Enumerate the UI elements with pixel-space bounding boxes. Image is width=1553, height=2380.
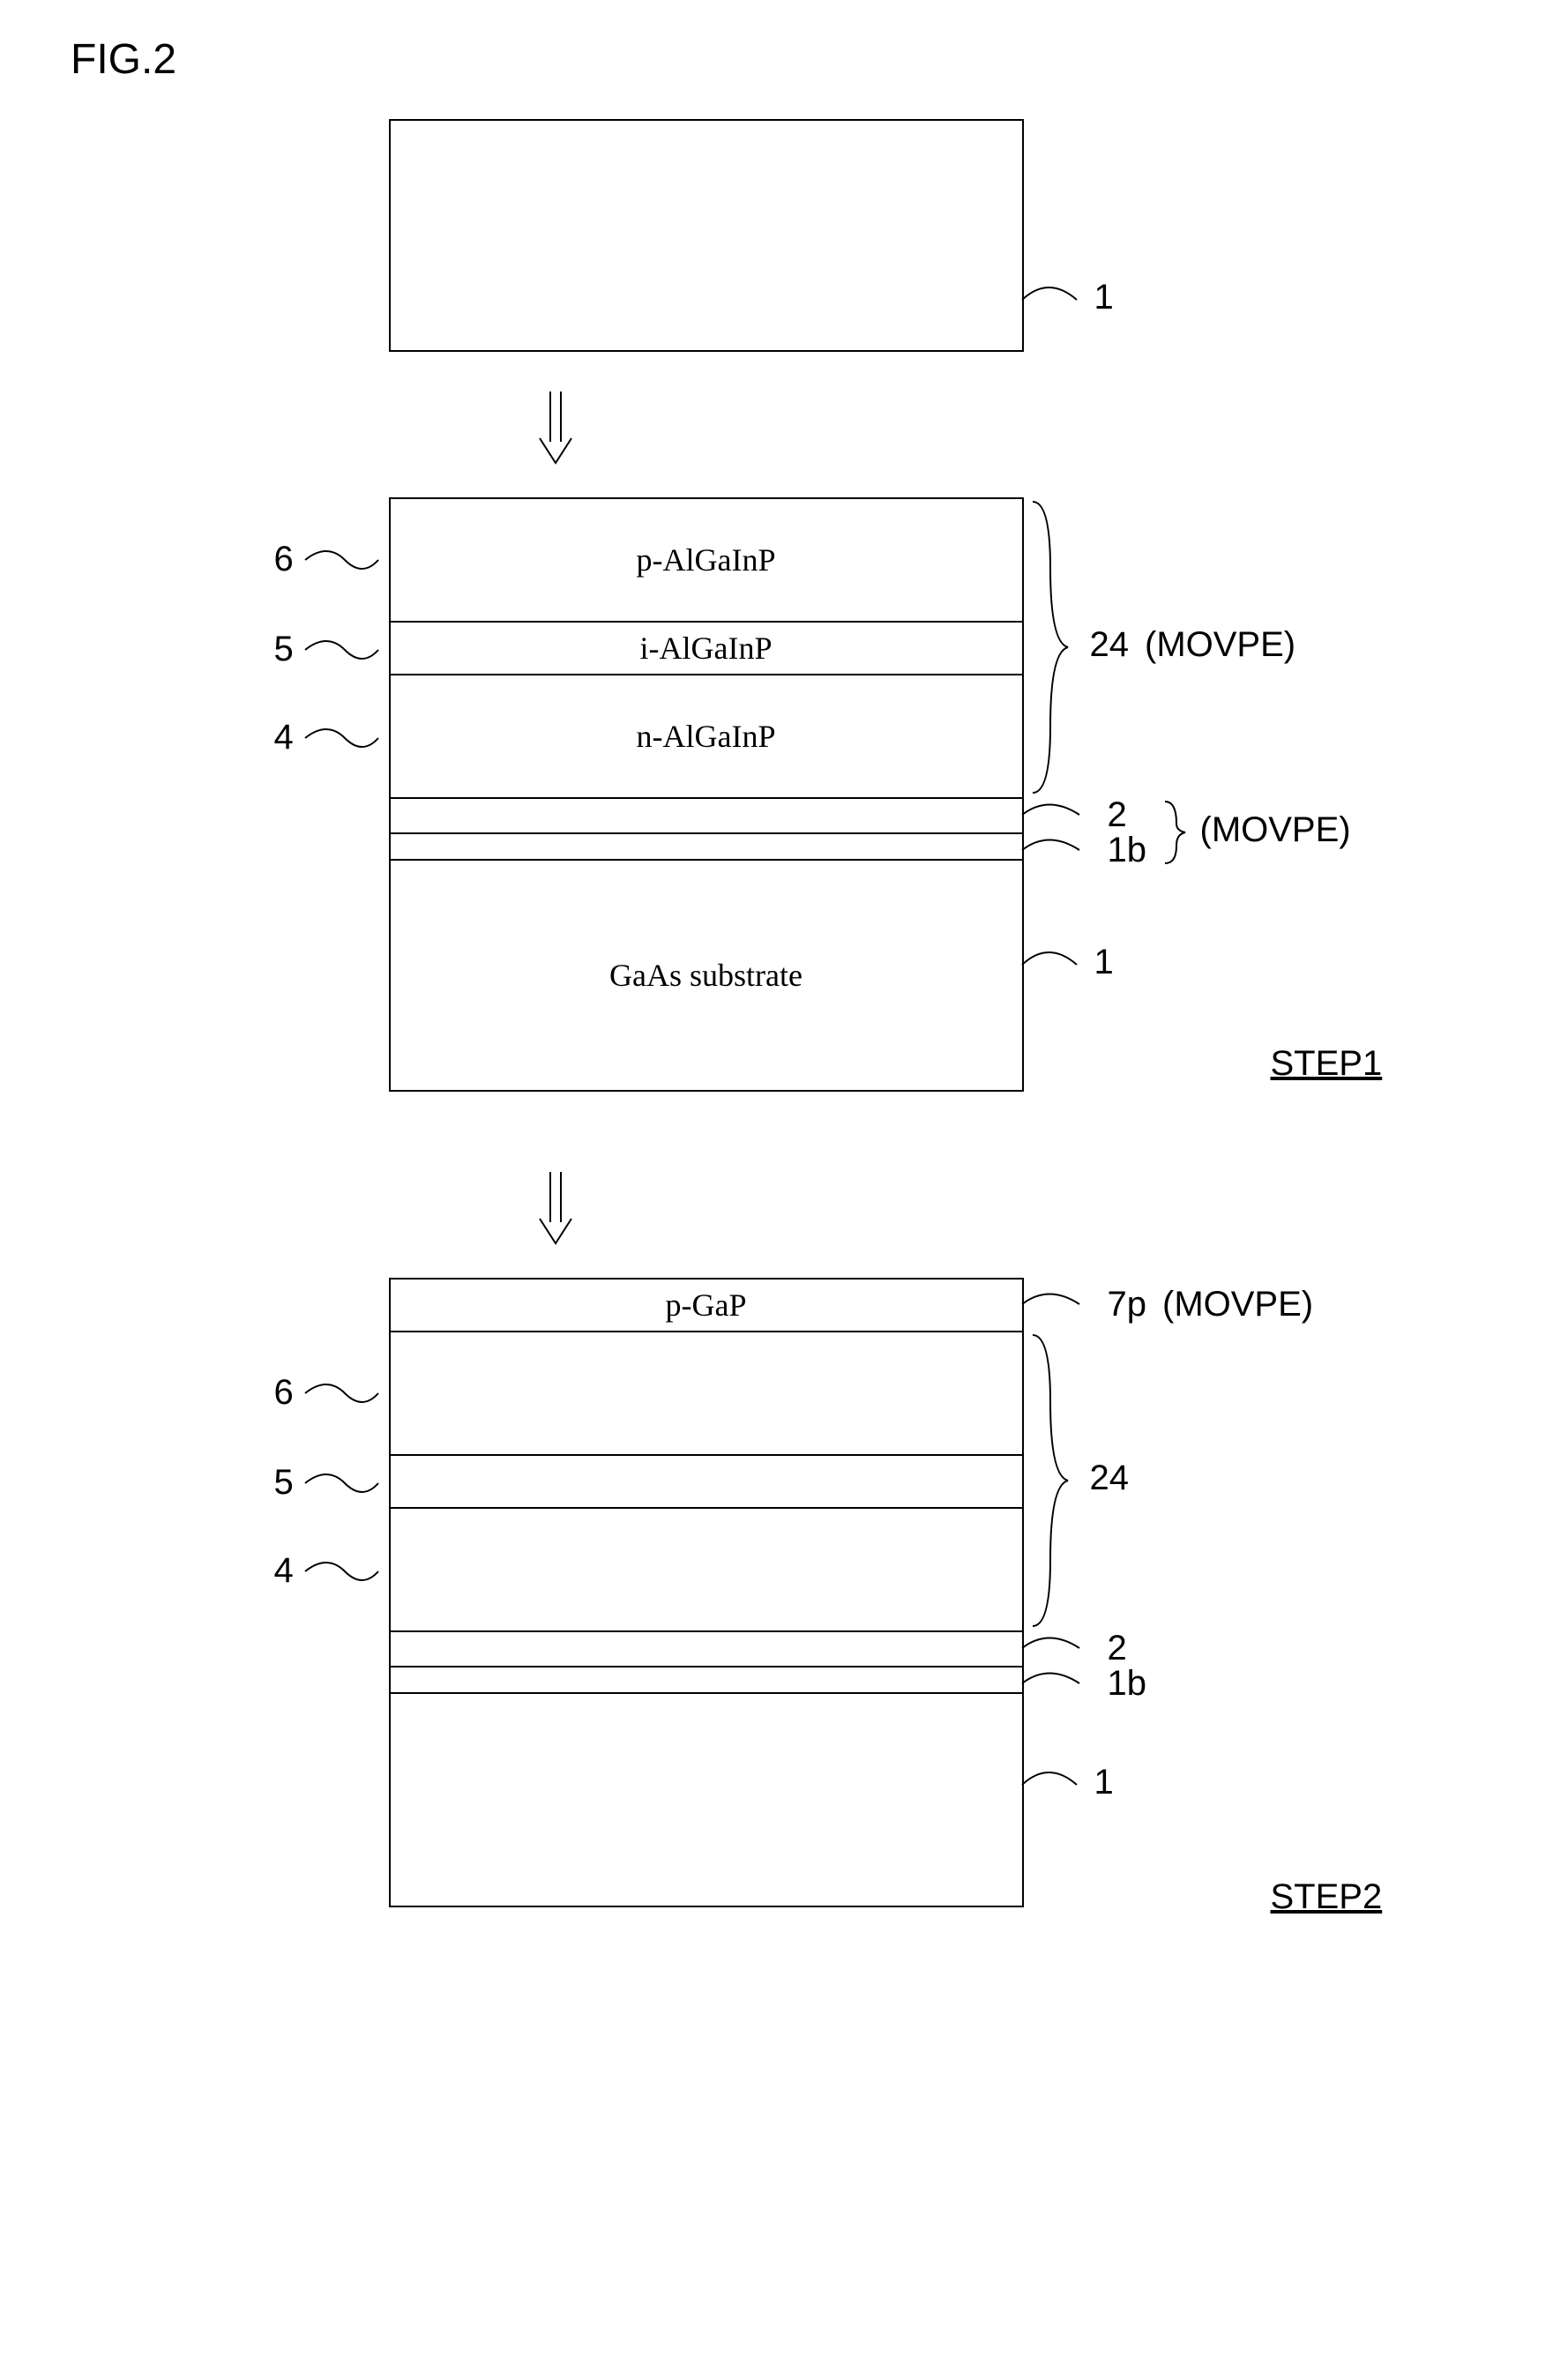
panel1-ref-5-text: 5 [274, 630, 294, 669]
panel1-layer-2 [391, 799, 1022, 834]
panel2-lead-7p [1022, 1291, 1110, 1317]
tilde-icon [301, 725, 380, 751]
panel1-brace-24 [1028, 497, 1081, 797]
panel2-layer-1b [391, 1667, 1022, 1694]
panel2-layer-5 [391, 1456, 1022, 1509]
panel1-ref-5: 5 [274, 630, 380, 669]
panel2-ref-7p: 7p (MOVPE) [1108, 1285, 1314, 1324]
panel1-layer-4: n-AlGaInP [391, 675, 1022, 799]
panel2-ref-7p-text: 7p [1108, 1285, 1147, 1324]
panel1-ref-1: 1 [1094, 943, 1114, 982]
panel1-ref-4-text: 4 [274, 718, 294, 757]
panel2-brace-24-num: 24 [1090, 1459, 1130, 1498]
panel1-ref-2-text: 2 [1108, 795, 1127, 835]
panel0-stack [389, 119, 1024, 352]
panel2-layer-7p: p-GaP [391, 1280, 1022, 1332]
panel1-layer-1-text: GaAs substrate [609, 957, 803, 994]
panel1-layer-4-text: n-AlGaInP [637, 718, 776, 755]
panel1-ref-1-text: 1 [1094, 943, 1114, 982]
panel2-brace-24-label: 24 [1090, 1459, 1130, 1498]
panel0-lead-1 [1022, 282, 1101, 317]
panel2-ref-4-text: 4 [274, 1551, 294, 1591]
panel2-ref-1: 1 [1094, 1763, 1114, 1802]
panel2-ref-5-text: 5 [274, 1463, 294, 1503]
panel2-lead-2 [1022, 1635, 1110, 1661]
panel2-ref-2: 2 [1108, 1629, 1127, 1668]
tilde-icon [301, 547, 380, 573]
panel1-ref-6-text: 6 [274, 540, 294, 579]
tilde-icon [301, 1470, 380, 1496]
panel1-step: STEP1 [1271, 1044, 1383, 1084]
panel1-lead-1b [1022, 837, 1110, 863]
panel2-ref-1b-text: 1b [1108, 1664, 1147, 1704]
panel1-brace-24-num: 24 [1090, 625, 1130, 665]
panel2-ref-2-text: 2 [1108, 1629, 1127, 1668]
panel-1: p-AlGaInP i-AlGaInP n-AlGaInP GaAs subst… [160, 497, 1394, 1132]
panel2-brace-24 [1028, 1331, 1081, 1630]
panel1-ref-4: 4 [274, 718, 380, 757]
panel2-ref-7p-note: (MOVPE) [1162, 1285, 1313, 1324]
panel1-layer-1: GaAs substrate [391, 861, 1022, 1090]
panel1-layer-5: i-AlGaInP [391, 623, 1022, 675]
panel2-ref-5: 5 [274, 1463, 380, 1503]
panel0-label-1-text: 1 [1094, 278, 1114, 317]
panel-2: p-GaP 7p (MOVPE) 6 5 4 24 2 [160, 1278, 1394, 1966]
panel2-ref-6-text: 6 [274, 1373, 294, 1413]
panel2-lead-1b [1022, 1670, 1110, 1697]
down-arrow-icon [529, 1168, 582, 1247]
arrow-1-2 [503, 1168, 609, 1251]
panel1-ref-2: 2 [1108, 795, 1127, 835]
tilde-icon [301, 637, 380, 663]
panel2-ref-1b: 1b [1108, 1664, 1147, 1704]
panel1-layer-6-text: p-AlGaInP [637, 541, 776, 578]
panel1-lead-1 [1022, 947, 1101, 982]
panel2-layer-2 [391, 1632, 1022, 1667]
panel2-layer-4 [391, 1509, 1022, 1632]
panel1-brace-small-text: (MOVPE) [1200, 810, 1351, 850]
panel0-label-1: 1 [1094, 278, 1114, 317]
panel1-lead-2 [1022, 802, 1110, 828]
panel0-layer-1 [391, 121, 1022, 350]
figure-title: FIG.2 [71, 35, 1518, 84]
panel2-layer-7p-text: p-GaP [666, 1287, 747, 1324]
panel2-ref-4: 4 [274, 1551, 380, 1591]
arrow-0-1 [503, 387, 609, 471]
panel2-lead-1 [1022, 1767, 1101, 1802]
panel-0: 1 [160, 119, 1394, 352]
panel2-ref-6: 6 [274, 1373, 380, 1413]
panel2-layer-1 [391, 1694, 1022, 1906]
panel2-layer-6 [391, 1332, 1022, 1456]
panel1-ref-1b-text: 1b [1108, 831, 1147, 870]
panel1-brace-24-label: 24 (MOVPE) [1090, 625, 1296, 665]
panel1-brace-24-note: (MOVPE) [1145, 625, 1295, 665]
panel1-layer-5-text: i-AlGaInP [640, 630, 773, 667]
panel1-ref-6: 6 [274, 540, 380, 579]
panel2-ref-1-text: 1 [1094, 1763, 1114, 1802]
tilde-icon [301, 1380, 380, 1406]
panel1-brace-small-note: (MOVPE) [1200, 810, 1351, 850]
panel1-layer-6: p-AlGaInP [391, 499, 1022, 623]
panel2-stack: p-GaP [389, 1278, 1024, 1907]
panel2-step: STEP2 [1271, 1877, 1383, 1917]
panel1-layer-1b [391, 834, 1022, 861]
down-arrow-icon [529, 387, 582, 466]
panel1-stack: p-AlGaInP i-AlGaInP n-AlGaInP GaAs subst… [389, 497, 1024, 1092]
panel1-brace-small [1161, 797, 1196, 868]
tilde-icon [301, 1558, 380, 1585]
panel1-ref-1b: 1b [1108, 831, 1147, 870]
